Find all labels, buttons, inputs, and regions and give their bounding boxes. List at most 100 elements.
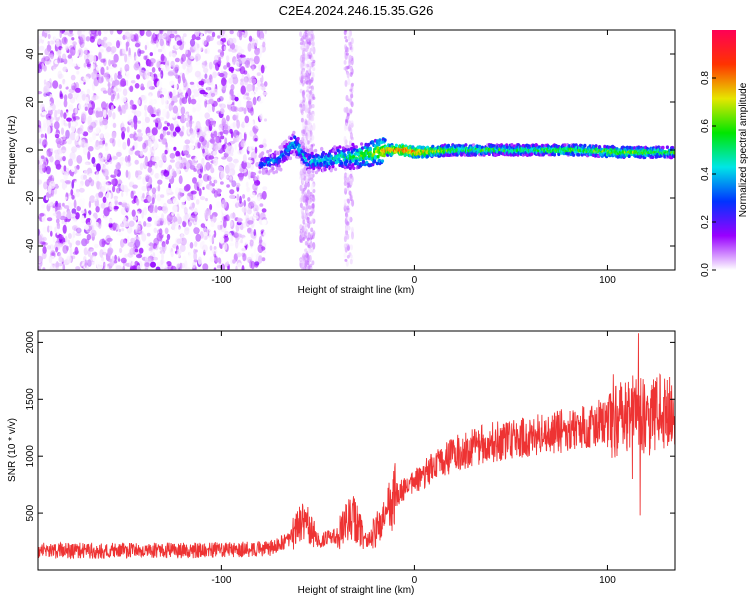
noise-cell [345, 46, 349, 53]
noise-cell [170, 30, 176, 35]
noise-cell [213, 157, 219, 166]
noise-cell [229, 107, 232, 112]
noise-cell [79, 183, 83, 190]
noise-cell [302, 69, 306, 75]
noise-cell [197, 256, 202, 265]
noise-cell [302, 129, 306, 135]
noise-cell [80, 215, 85, 223]
noise-cell [238, 201, 244, 208]
noise-cell [185, 68, 190, 75]
noise-cell [226, 156, 233, 162]
noise-cell [129, 265, 133, 270]
noise-cell [307, 74, 311, 79]
noise-cell [305, 206, 308, 212]
noise-cell [302, 90, 305, 97]
noise-cell [133, 120, 138, 130]
noise-cell [76, 205, 81, 212]
noise-cell [207, 104, 212, 113]
noise-cell [346, 254, 350, 259]
noise-cell [72, 219, 77, 224]
noise-cell [201, 157, 205, 167]
noise-cell [38, 165, 45, 174]
noise-cell [345, 225, 349, 232]
noise-cell [304, 259, 308, 267]
noise-cell [216, 262, 220, 270]
noise-cell [115, 37, 122, 42]
noise-cell [169, 80, 175, 86]
noise-cell [195, 233, 201, 242]
noise-cell [142, 142, 147, 150]
noise-cell [137, 132, 143, 137]
noise-cell [144, 262, 150, 268]
noise-cell [51, 252, 55, 256]
noise-cell [343, 135, 347, 143]
noise-cell [343, 180, 347, 186]
noise-cell [304, 223, 308, 228]
noise-cell [217, 166, 224, 172]
noise-cell [257, 196, 261, 205]
noise-cell [250, 253, 254, 259]
noise-cell [169, 152, 176, 159]
noise-cell [77, 227, 81, 232]
noise-cell [115, 87, 122, 93]
noise-cell [176, 112, 179, 117]
noise-cell [253, 127, 258, 135]
noise-cell [303, 190, 307, 195]
noise-cell [50, 196, 56, 200]
noise-cell [151, 67, 156, 73]
noise-cell [229, 94, 232, 101]
noise-cell [75, 191, 80, 198]
noise-cell [261, 208, 267, 213]
noise-cell [248, 160, 253, 164]
noise-cell [212, 69, 217, 78]
noise-cell [114, 72, 118, 81]
noise-cell [220, 171, 225, 180]
noise-cell [232, 71, 238, 78]
noise-cell [137, 30, 141, 37]
noise-cell [309, 263, 313, 268]
noise-cell [192, 158, 195, 167]
noise-cell [343, 199, 347, 204]
noise-cell [229, 141, 235, 145]
noise-cell [213, 230, 217, 238]
noise-cell [75, 107, 78, 114]
noise-cell [262, 91, 268, 96]
noise-cell [46, 151, 49, 160]
noise-cell [230, 219, 235, 230]
noise-cell [185, 82, 189, 92]
noise-cell [105, 161, 112, 171]
noise-cell [183, 150, 189, 156]
noise-cell [210, 176, 216, 182]
noise-cell [197, 219, 202, 223]
noise-cell [344, 233, 348, 240]
noise-cell [258, 96, 263, 105]
noise-cell [89, 136, 93, 143]
noise-cell [216, 97, 221, 103]
noise-cell [52, 207, 56, 213]
noise-cell [100, 202, 106, 209]
noise-cell [303, 231, 307, 238]
noise-cell [106, 66, 109, 71]
noise-cell [76, 164, 80, 170]
noise-cell [124, 253, 128, 258]
noise-cell [254, 146, 258, 154]
noise-cell [120, 78, 126, 87]
noise-cell [54, 152, 61, 161]
noise-cell [236, 193, 240, 201]
noise-cell [198, 173, 202, 179]
noise-cell [89, 248, 96, 254]
noise-cell [50, 188, 55, 196]
noise-cell [213, 145, 220, 150]
noise-cell [72, 41, 77, 46]
noise-cell [172, 105, 179, 114]
noise-cell [164, 227, 169, 235]
noise-cell [38, 228, 41, 236]
noise-cell [213, 130, 218, 138]
noise-cell [148, 86, 156, 90]
noise-cell [138, 65, 142, 73]
noise-cell [38, 64, 43, 74]
noise-cell [69, 247, 73, 257]
noise-cell [200, 223, 206, 229]
noise-cell [344, 258, 348, 262]
noise-cell [118, 195, 123, 199]
